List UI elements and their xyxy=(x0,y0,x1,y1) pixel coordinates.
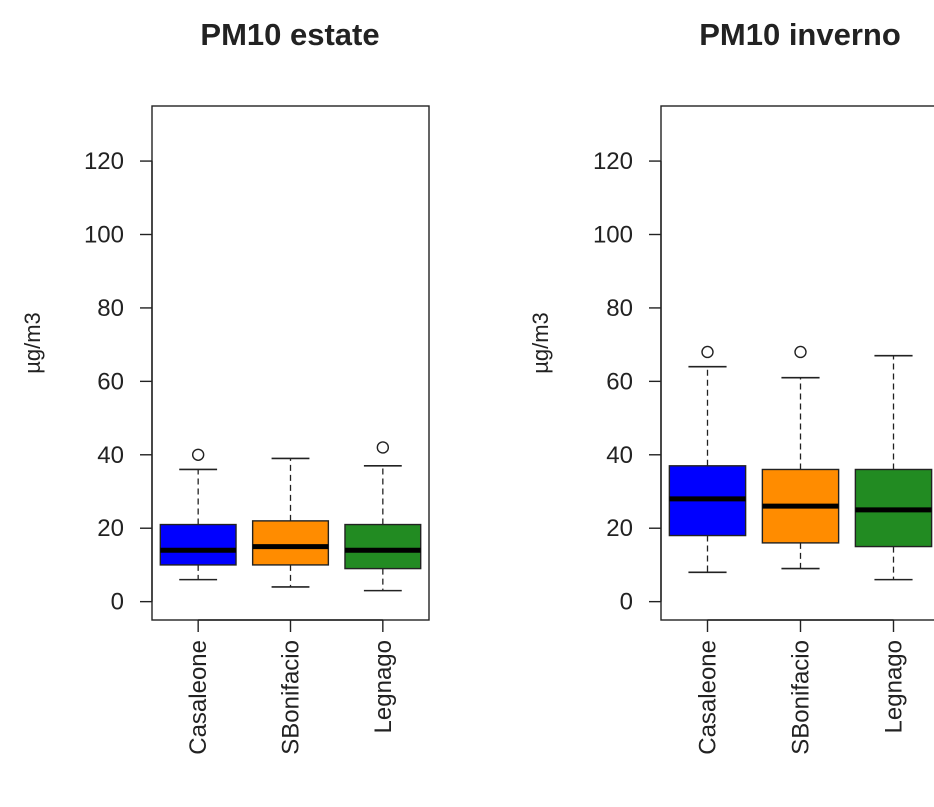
y-tick-label: 100 xyxy=(84,222,124,249)
y-axis-label: µg/m3 xyxy=(20,312,45,374)
x-category-label: SBonifacio xyxy=(788,640,815,755)
outlier-point xyxy=(794,345,807,359)
chart-panel-1: PM10 estate 0 20 40 60 80 100 120 µg/m3 Casaleone… xyxy=(20,17,430,755)
y-tick-label: 80 xyxy=(606,295,633,322)
y-tick-label: 60 xyxy=(97,368,124,395)
outlier-point xyxy=(701,345,714,359)
iqr-box xyxy=(251,520,330,566)
x-category-label: Casaleone xyxy=(695,640,722,755)
y-tick-label: 60 xyxy=(606,368,633,395)
y-tick-label: 80 xyxy=(97,295,124,322)
iqr-box xyxy=(159,523,237,566)
iqr-box xyxy=(344,523,422,570)
chart-title: PM10 inverno xyxy=(699,17,901,52)
y-tick-label: 40 xyxy=(606,442,633,469)
outlier-point xyxy=(191,448,205,461)
outlier-point xyxy=(376,441,390,454)
x-category-label: SBonifacio xyxy=(278,640,305,755)
y-tick-label: 20 xyxy=(606,515,633,542)
chart-title: PM10 estate xyxy=(200,17,379,52)
y-tick-label: 120 xyxy=(593,148,633,175)
y-tick-label: 120 xyxy=(84,148,124,175)
y-axis-label: µg/m3 xyxy=(528,312,553,374)
chart-panel-2: PM10 inverno 0 20 40 60 80 100 120 µg/m3 Casaleon… xyxy=(528,17,934,755)
y-tick-label: 100 xyxy=(593,222,633,249)
x-category-label: Casaleone xyxy=(185,640,212,755)
x-category-label: Legnago xyxy=(881,640,908,733)
y-tick-label: 0 xyxy=(620,589,633,616)
y-tick-label: 40 xyxy=(97,442,124,469)
y-tick-label: 0 xyxy=(111,589,124,616)
y-tick-label: 20 xyxy=(97,515,124,542)
x-category-label: Legnago xyxy=(370,640,397,733)
